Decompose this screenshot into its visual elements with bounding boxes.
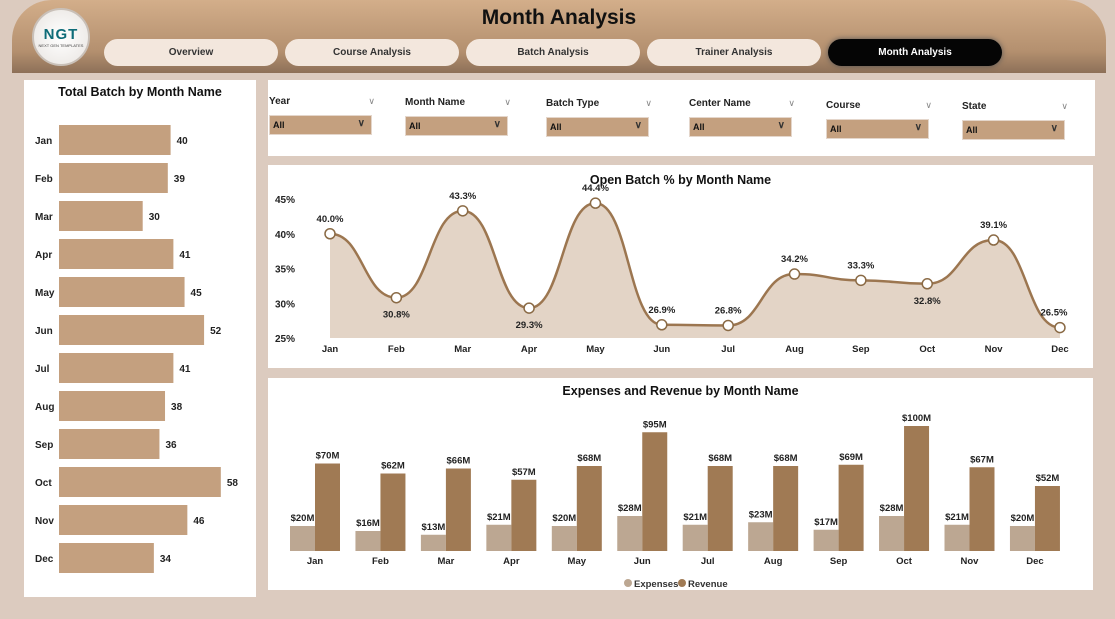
filter-dropdown[interactable]: All ∨ — [689, 117, 792, 137]
bar — [59, 201, 143, 231]
axis-label: Dec — [35, 554, 54, 565]
open-batch-panel: Open Batch % by Month Name — [268, 165, 1093, 368]
chevron-down-icon: ∨ — [357, 118, 365, 129]
chart-title: Open Batch % by Month Name — [589, 173, 772, 187]
bar — [59, 277, 185, 307]
expenses-revenue-panel: Expenses and Revenue by Month Name — [268, 378, 1093, 590]
axis-label: Nov — [35, 516, 54, 527]
filter-batch-type: Batch Type ∨ All ∨ — [546, 98, 656, 137]
nav-tab-overview[interactable]: Overview — [104, 39, 278, 66]
axis-label: May — [35, 288, 55, 299]
chevron-down-icon[interactable]: ∨ — [504, 97, 511, 107]
filter-dropdown[interactable]: All ∨ — [405, 116, 508, 136]
axis-label: Apr — [35, 250, 52, 261]
data-label: 40 — [177, 136, 189, 147]
bar — [59, 429, 160, 459]
chevron-down-icon[interactable]: ∨ — [788, 98, 795, 108]
axis-label: Jul — [35, 364, 50, 375]
chevron-down-icon[interactable]: ∨ — [368, 96, 375, 106]
filter-dropdown[interactable]: All ∨ — [269, 115, 372, 135]
chevron-down-icon: ∨ — [493, 119, 501, 130]
filter-state: State ∨ All ∨ — [962, 101, 1072, 140]
logo: NGT NEXT GEN TEMPLATES — [32, 8, 90, 66]
filter-dropdown[interactable]: All ∨ — [546, 117, 649, 137]
data-label: 52 — [210, 326, 222, 337]
page-title: Month Analysis — [481, 6, 637, 29]
filter-dropdown[interactable]: All ∨ — [962, 120, 1065, 140]
filter-course: Course ∨ All ∨ — [826, 100, 936, 139]
filter-center-name: Center Name ∨ All ∨ — [689, 98, 799, 137]
data-label: 30 — [149, 212, 161, 223]
data-label: 58 — [227, 478, 239, 489]
bar — [59, 467, 221, 497]
axis-label: Jan — [35, 136, 52, 147]
chevron-down-icon: ∨ — [634, 120, 642, 131]
chevron-down-icon: ∨ — [777, 120, 785, 131]
nav-tab-batch-analysis[interactable]: Batch Analysis — [466, 39, 640, 66]
data-label: 41 — [179, 364, 191, 375]
filter-dropdown[interactable]: All ∨ — [826, 119, 929, 139]
chevron-down-icon[interactable]: ∨ — [1061, 101, 1068, 111]
axis-label: Feb — [35, 174, 53, 185]
bar — [59, 505, 188, 535]
bar — [59, 543, 154, 573]
bar — [59, 315, 205, 345]
axis-label: Aug — [35, 402, 54, 413]
chevron-down-icon: ∨ — [914, 122, 922, 133]
bar — [59, 125, 171, 155]
data-label: 38 — [171, 402, 183, 413]
data-label: 34 — [160, 554, 172, 565]
filter-month-name: Month Name ∨ All ∨ — [405, 97, 515, 136]
total-batch-chart: Jan 40 Feb 39 Mar 30 Apr 41 May 45 Jun 52 Jul 41 Aug 38… — [35, 125, 239, 573]
chart-title: Expenses and Revenue by Month Name — [562, 384, 799, 398]
data-label: 39 — [174, 174, 186, 185]
data-label: 45 — [191, 288, 203, 299]
chevron-down-icon[interactable]: ∨ — [925, 100, 932, 110]
bar — [59, 391, 166, 421]
nav-tab-course-analysis[interactable]: Course Analysis — [285, 39, 459, 66]
axis-label: Mar — [35, 212, 53, 223]
total-batch-panel: Total Batch by Month Name Jan 40 Feb 39 Mar 3… — [24, 80, 256, 597]
axis-label: Oct — [35, 478, 52, 489]
chart-title: Total Batch by Month Name — [58, 85, 222, 99]
nav-tab-trainer-analysis[interactable]: Trainer Analysis — [647, 39, 821, 66]
filter-year: Year ∨ All ∨ — [269, 96, 379, 135]
axis-label: Jun — [35, 326, 53, 337]
bar — [59, 353, 174, 383]
data-label: 36 — [165, 440, 177, 451]
nav-tab-month-analysis[interactable]: Month Analysis — [828, 39, 1002, 66]
chevron-down-icon: ∨ — [1050, 123, 1058, 134]
chevron-down-icon[interactable]: ∨ — [645, 98, 652, 108]
bar — [59, 239, 174, 269]
axis-label: Sep — [35, 440, 53, 451]
data-label: 41 — [179, 250, 191, 261]
data-label: 46 — [193, 516, 205, 527]
bar — [59, 163, 168, 193]
